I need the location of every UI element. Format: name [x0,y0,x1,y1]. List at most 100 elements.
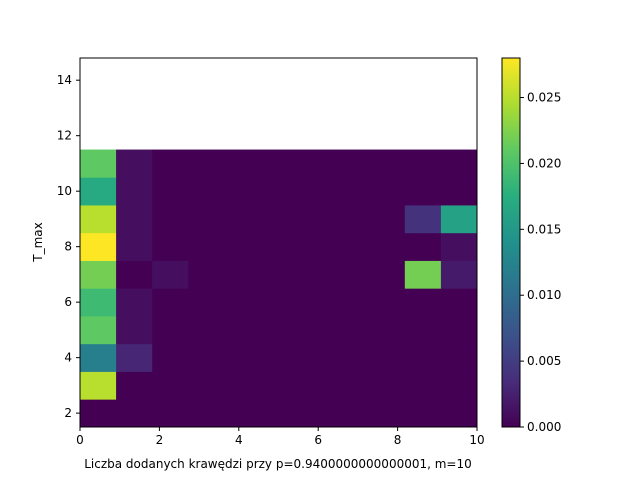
heatmap-cell [116,232,153,261]
heatmap-cell [152,260,189,289]
heatmap-cell [260,288,297,317]
heatmap-cell [440,288,478,317]
colorbar-tick-label: 0.015 [527,222,561,236]
heatmap-cell [188,316,225,345]
heatmap-cell [188,288,225,317]
y-tick-label: 12 [57,129,72,143]
heatmap-cell [80,149,117,178]
heatmap-cell [404,149,442,178]
heatmap-cell [440,371,478,400]
heatmap-cell [260,343,297,372]
heatmap-cell [404,316,442,345]
heatmap-cell [440,316,478,345]
heatmap-cell [80,316,117,345]
heatmap-cell [296,232,334,261]
heatmap-cell [224,260,261,289]
colorbar: 0.000 0.005 0.010 0.015 0.020 0.025 [501,57,561,434]
heatmap-cell [188,205,225,234]
colorbar-tick-label: 0.010 [527,288,561,302]
heatmap-cell [224,205,261,234]
heatmap-cell [296,343,334,372]
heatmap-cell [80,177,117,206]
heatmap-cell [152,316,189,345]
x-tick-label: 8 [394,433,402,447]
heatmap-cell [188,343,225,372]
heatmap-cell [368,149,406,178]
heatmap-cell [116,260,153,289]
heatmap-cell [116,316,153,345]
heatmap-cell [260,149,297,178]
heatmap-cell [80,260,117,289]
heatmap-cell [152,232,189,261]
heatmap-cell [152,149,189,178]
heatmap-cell [224,316,261,345]
heatmap-cell [368,232,406,261]
colorbar-tick-label: 0.000 [527,420,561,434]
heatmap-cell [404,177,442,206]
heatmap-cell [368,343,406,372]
heatmap-cell [404,205,442,234]
colorbar-tick-label: 0.020 [527,156,561,170]
heatmap-cell [404,260,442,289]
heatmap-cell [368,260,406,289]
heatmap-cell [224,288,261,317]
heatmap-cell [296,205,334,234]
heatmap-cell [440,177,478,206]
heatmap-cell [224,232,261,261]
heatmap-cell [404,399,442,428]
heatmap-cell [332,343,370,372]
heatmap-cell [404,343,442,372]
colorbar-tick-label: 0.025 [527,91,561,105]
x-tick-label: 0 [76,433,84,447]
heatmap-cell [116,177,153,206]
heatmap-cell [368,205,406,234]
heatmap-cell [404,232,442,261]
heatmap-cell [260,371,297,400]
heatmap-cell [440,399,478,428]
heatmap-cell [80,232,117,261]
heatmap-cell [80,288,117,317]
heatmap-cell [152,399,189,428]
heatmap-cell [80,343,117,372]
heatmap-cell [332,260,370,289]
plot-frame [79,57,478,428]
x-axis-label: Liczba dodanych krawędzi przy p=0.940000… [84,457,472,471]
heatmap-cell [296,177,334,206]
y-tick-label: 2 [64,406,72,420]
heatmap-cell [368,371,406,400]
heatmap-cell [404,371,442,400]
heatmap-cell [332,316,370,345]
heatmap-cell [260,205,297,234]
x-tick-label: 10 [469,433,484,447]
y-tick-label: 4 [64,351,72,365]
y-tick-label: 6 [64,295,72,309]
heatmap-cell [224,149,261,178]
heatmap-cell [80,371,117,400]
x-tick-label: 6 [314,433,322,447]
x-tick-label: 2 [156,433,164,447]
x-tick-label: 4 [235,433,243,447]
heatmap-cell [188,232,225,261]
heatmap-cell [116,149,153,178]
heatmap-cell [440,343,478,372]
heatmap-cell [296,288,334,317]
heatmap-cell [260,232,297,261]
heatmap-cell [116,343,153,372]
heatmap-cell [80,399,117,428]
heatmap-cell [260,399,297,428]
heatmap-cell [440,232,478,261]
heatmap-cell [332,177,370,206]
heatmap-cell [188,260,225,289]
heatmap-cell [332,149,370,178]
heatmap-cell [368,288,406,317]
heatmap-cell [116,205,153,234]
heatmap-cell [224,177,261,206]
heatmap-cell [332,371,370,400]
heatmap-cell [332,232,370,261]
heatmap-cell [224,343,261,372]
plot-area [80,149,478,428]
colorbar-tick-label: 0.005 [527,354,561,368]
heatmap-cell [404,288,442,317]
heatmap-cell [296,316,334,345]
